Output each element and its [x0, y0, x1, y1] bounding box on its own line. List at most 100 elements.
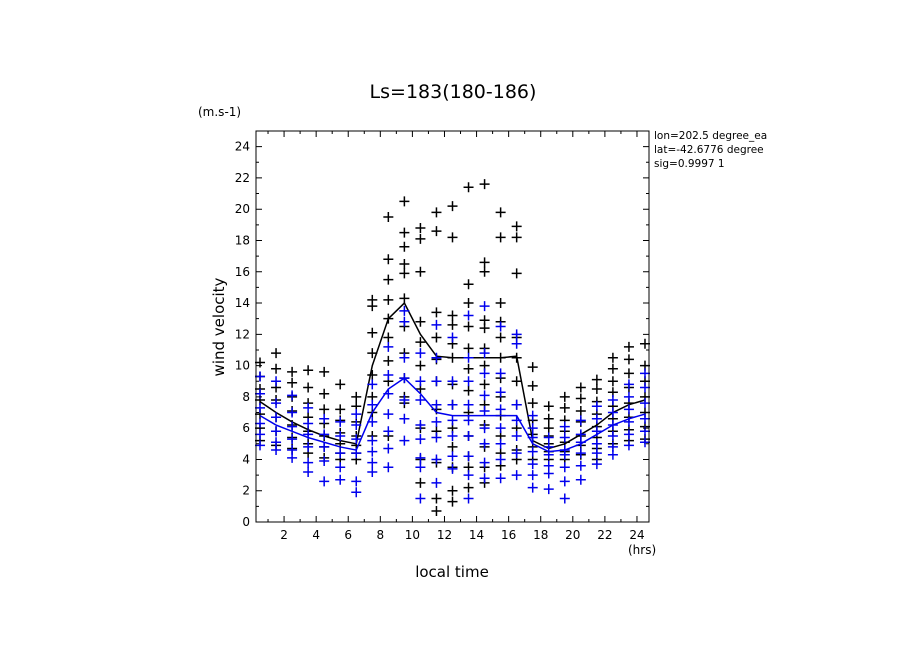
data-point-marker	[511, 268, 522, 279]
data-point-marker	[495, 298, 506, 309]
data-point-marker	[511, 430, 522, 441]
data-point-marker	[447, 310, 458, 321]
data-point-marker	[559, 391, 570, 402]
data-point-marker	[591, 448, 602, 459]
series-1-mean-line	[259, 377, 646, 453]
data-point-marker	[527, 380, 538, 391]
axes: 2 4 6 8 10 12 14 16 18 20 22 2402468101214161820222…	[235, 130, 649, 542]
data-point-marker	[543, 401, 554, 412]
data-point-marker	[303, 441, 314, 452]
data-point-marker	[479, 423, 490, 434]
data-point-marker	[303, 418, 314, 429]
data-point-marker	[479, 257, 490, 268]
data-point-marker	[575, 460, 586, 471]
data-point-marker	[303, 365, 314, 376]
data-point-marker	[463, 310, 474, 321]
data-point-marker	[255, 429, 266, 440]
data-point-marker	[479, 438, 490, 449]
data-point-marker	[271, 445, 282, 456]
data-point-marker	[271, 426, 282, 437]
data-point-marker	[383, 332, 394, 343]
data-point-marker	[383, 355, 394, 366]
data-point-marker	[255, 440, 266, 451]
y-tick-label: 10	[235, 359, 250, 373]
data-point-marker	[623, 429, 634, 440]
data-point-marker	[591, 459, 602, 470]
data-point-marker	[511, 376, 522, 387]
data-point-marker	[303, 466, 314, 477]
data-point-marker	[591, 374, 602, 385]
data-point-marker	[463, 470, 474, 481]
data-point-marker	[607, 352, 618, 363]
data-point-marker	[319, 366, 330, 377]
y-tick-label: 12	[235, 327, 250, 341]
data-point-marker	[479, 379, 490, 390]
data-point-marker	[287, 421, 298, 432]
data-point-marker	[383, 409, 394, 420]
data-point-marker	[415, 395, 426, 406]
data-point-marker	[623, 341, 634, 352]
data-point-marker	[607, 395, 618, 406]
data-point-marker	[447, 441, 458, 452]
data-point-marker	[479, 301, 490, 312]
data-point-marker	[527, 470, 538, 481]
data-point-marker	[591, 438, 602, 449]
data-point-marker	[383, 212, 394, 223]
data-point-marker	[447, 415, 458, 426]
y-axis-label: wind velocity	[210, 277, 228, 376]
data-point-marker	[463, 376, 474, 387]
data-point-marker	[495, 438, 506, 449]
data-point-marker	[463, 385, 474, 396]
data-point-marker	[399, 305, 410, 316]
y-tick-label: 2	[242, 484, 250, 498]
y-tick-label: 16	[235, 265, 250, 279]
x-tick-label: 6	[344, 528, 352, 542]
data-point-marker	[383, 254, 394, 265]
y-tick-label: 14	[235, 296, 250, 310]
data-point-marker	[415, 360, 426, 371]
data-point-marker	[575, 382, 586, 393]
data-point-marker	[431, 477, 442, 488]
data-point-marker	[527, 362, 538, 373]
data-point-marker	[319, 429, 330, 440]
data-point-marker	[607, 407, 618, 418]
data-point-marker	[367, 446, 378, 457]
data-point-marker	[367, 399, 378, 410]
data-point-marker	[463, 343, 474, 354]
data-point-marker	[559, 432, 570, 443]
y-tick-label: 0	[242, 515, 250, 529]
data-point-marker	[383, 369, 394, 380]
data-point-marker	[351, 391, 362, 402]
data-point-marker	[495, 454, 506, 465]
x-tick-label: 12	[437, 528, 452, 542]
data-point-marker	[639, 398, 650, 409]
info-line-sig: sig=0.9997 1	[654, 158, 725, 170]
data-point-marker	[335, 448, 346, 459]
data-point-marker	[415, 420, 426, 431]
data-point-marker	[607, 449, 618, 460]
data-point-marker	[383, 462, 394, 473]
data-point-marker	[495, 473, 506, 484]
y-tick-label: 20	[235, 202, 250, 216]
info-panel: lon=202.5 degree_ea lat=-42.6776 degree …	[654, 130, 767, 170]
y-tick-label: 18	[235, 233, 250, 247]
data-point-marker	[319, 456, 330, 467]
data-point-marker	[463, 298, 474, 309]
data-point-marker	[367, 466, 378, 477]
data-point-marker	[431, 207, 442, 218]
data-point-marker	[575, 474, 586, 485]
data-point-marker	[319, 388, 330, 399]
data-point-marker	[447, 399, 458, 410]
info-line-lon: lon=202.5 degree_ea	[654, 130, 767, 142]
info-line-lat: lat=-42.6776 degree	[654, 144, 764, 156]
data-point-marker	[447, 430, 458, 441]
chart-title: Ls=183(180-186)	[370, 81, 537, 103]
data-point-marker	[399, 413, 410, 424]
data-point-marker	[367, 457, 378, 468]
data-point-marker	[607, 376, 618, 387]
data-point-marker	[431, 332, 442, 343]
data-point-marker	[623, 391, 634, 402]
data-point-marker	[303, 457, 314, 468]
data-point-marker	[319, 441, 330, 452]
data-point-marker	[431, 352, 442, 363]
